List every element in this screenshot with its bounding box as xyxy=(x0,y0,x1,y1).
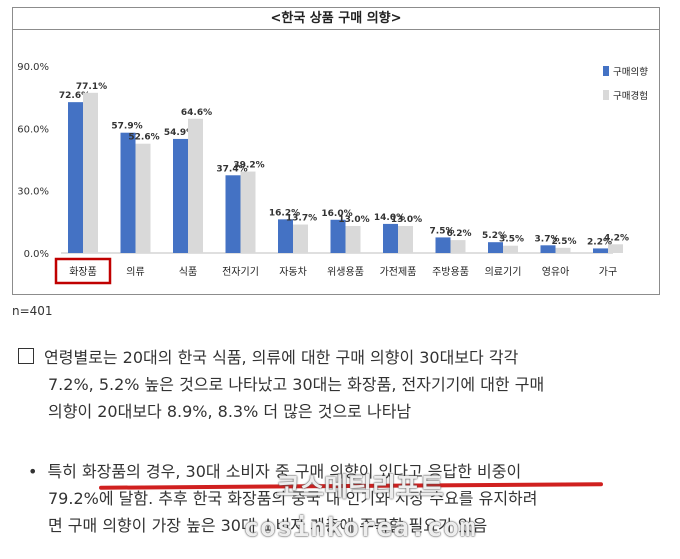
bar-experience xyxy=(345,225,361,253)
watermark: 코스메틱리포트 cosinkorea.com xyxy=(230,468,490,558)
bar-experience xyxy=(293,224,308,253)
x-tick-label: 전자기기 xyxy=(222,266,259,278)
checkbox-square-icon xyxy=(18,348,34,364)
bar-intent xyxy=(278,219,293,253)
bar-data-label: 2.5% xyxy=(552,237,577,247)
paragraph2-line-3: 면 구매 의향이 가장 높은 30대 소비자 계층에 주목할 필요가 있음 xyxy=(48,516,488,535)
paragraph-age-analysis: 연령별로는 20대의 한국 식품, 의류에 대한 구매 의향이 30대보다 각각… xyxy=(18,344,678,425)
paragraph-cosmetics-note: • 특히 화장품의 경우, 30대 소비자 중 구매 의향이 있다고 응답한 비중… xyxy=(28,458,678,539)
bar-data-label: 16.0% xyxy=(321,209,352,219)
bar-experience xyxy=(450,240,466,253)
legend-swatch xyxy=(603,90,609,100)
paragraph1-line-3: 의향이 20대보다 8.9%, 8.3% 더 많은 것으로 나타남 xyxy=(48,402,412,421)
bullet-marker: • xyxy=(28,462,38,481)
bar-data-label: 2.2% xyxy=(587,237,612,247)
bar-intent xyxy=(225,175,241,253)
legend-swatch xyxy=(603,66,609,76)
chart-title: <한국 상품 구매 의향> xyxy=(13,8,659,30)
bar-intent xyxy=(435,237,451,253)
bar-intent xyxy=(383,223,398,253)
bar-data-label: 13.7% xyxy=(286,214,317,224)
bar-intent xyxy=(593,248,608,253)
legend-label: 구매의향 xyxy=(613,66,648,78)
bar-experience xyxy=(188,118,203,253)
watermark-line-2: cosinkorea.com xyxy=(243,513,477,543)
bar-chart: 90.0% 60.0% 30.0% 0.0% 72.6%77.1% 화장품 57.9%52.… xyxy=(17,62,648,285)
sample-size-note: n=401 xyxy=(12,304,53,318)
bar-data-label: 3.7% xyxy=(535,234,560,244)
y-tick-label: 0.0% xyxy=(24,249,49,260)
paragraph1-line-1: 연령별로는 20대의 한국 식품, 의류에 대한 구매 의향이 30대보다 각각 xyxy=(44,348,519,367)
bar-data-label: 13.0% xyxy=(338,215,369,225)
x-tick-label: 영유아 xyxy=(542,266,570,278)
bar-data-label: 13.0% xyxy=(391,215,422,225)
bar-intent xyxy=(488,242,503,253)
paragraph1-line-2: 7.2%, 5.2% 높은 것으로 나타났고 30대는 화장품, 전자기기에 대… xyxy=(48,375,545,394)
legend-label: 구매경험 xyxy=(613,90,648,102)
bar-data-label: 72.6% xyxy=(59,91,90,101)
x-tick-label: 가구 xyxy=(599,266,617,278)
watermark-line-1: 코스메틱리포트 xyxy=(276,473,444,503)
x-tick-label: 화장품 xyxy=(69,266,97,278)
x-tick-label: 의료기기 xyxy=(485,266,522,278)
bar-data-label: 37.4% xyxy=(216,164,247,174)
y-tick-label: 60.0% xyxy=(17,124,49,135)
paragraph2-line-1: 특히 화장품의 경우, 30대 소비자 중 구매 의향이 있다고 응답한 비중이 xyxy=(47,462,522,481)
paragraph2-line-2: 79.2%에 달함. 추후 한국 화장품의 중국 내 인기와 시장 수요를 유지… xyxy=(48,489,538,508)
x-tick-label: 자동차 xyxy=(279,266,307,278)
bar-intent xyxy=(330,219,346,253)
bar-data-label: 4.2% xyxy=(604,233,629,243)
bar-experience xyxy=(503,245,518,253)
chart-panel: <한국 상품 구매 의향> 90.0% 60.0% 30.0% 0.0% 72.6% 77… xyxy=(12,7,660,295)
y-tick-label: 30.0% xyxy=(17,187,49,198)
highlight-box xyxy=(54,257,112,285)
x-tick-label: 가전제품 xyxy=(380,266,417,278)
bar-experience xyxy=(608,244,623,253)
bar-data-label: 7.5% xyxy=(430,226,455,236)
x-tick-label: 의류 xyxy=(126,266,144,278)
bar-data-label: 3.5% xyxy=(499,235,524,245)
bar-data-label: 39.2% xyxy=(233,161,264,171)
bar-experience xyxy=(240,171,256,253)
bar-data-label: 57.9% xyxy=(111,122,142,132)
bar-intent xyxy=(173,138,188,253)
bar-data-label: 14.0% xyxy=(374,213,405,223)
x-tick-label: 위생용품 xyxy=(327,265,364,278)
bar-intent xyxy=(540,245,556,253)
bar-data-label: 54.9% xyxy=(164,128,195,138)
bar-experience xyxy=(398,225,413,253)
bar-intent xyxy=(120,132,136,253)
bar-data-label: 64.6% xyxy=(181,108,212,118)
x-tick-label: 주방용품 xyxy=(432,266,469,278)
bar-data-label: 16.2% xyxy=(269,208,300,218)
bar-data-label: 5.2% xyxy=(482,231,507,241)
bar-data-label: 6.2% xyxy=(447,229,472,239)
bar-experience xyxy=(83,92,98,253)
bar-experience xyxy=(135,143,151,253)
bar-data-label: 77.1% xyxy=(76,82,107,92)
y-tick-label: 90.0% xyxy=(17,62,49,73)
bar-experience xyxy=(555,247,571,253)
bar-data-label: 52.6% xyxy=(128,133,159,143)
bar-intent xyxy=(68,102,83,253)
x-tick-label: 식품 xyxy=(179,266,197,278)
